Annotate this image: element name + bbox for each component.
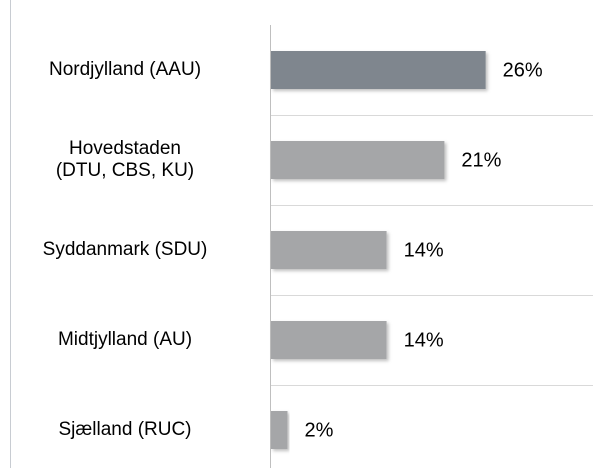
value-label: 14%	[404, 239, 444, 261]
bar	[271, 141, 445, 179]
value-label: 21%	[461, 149, 501, 171]
bar	[271, 321, 387, 359]
bar	[271, 411, 288, 449]
category-label: Syddanmark (SDU)	[42, 239, 208, 260]
value-label: 26%	[503, 59, 543, 81]
value-label: 2%	[305, 419, 334, 441]
category-label: Hovedstaden (DTU, CBS, KU)	[55, 138, 195, 181]
value-label: 14%	[404, 329, 444, 351]
category-label: Sjælland (RUC)	[58, 419, 192, 440]
bar	[271, 231, 387, 269]
category-label: Midtjylland (AU)	[57, 329, 193, 350]
category-label: Nordjylland (AAU)	[48, 59, 202, 80]
bar	[271, 51, 486, 89]
